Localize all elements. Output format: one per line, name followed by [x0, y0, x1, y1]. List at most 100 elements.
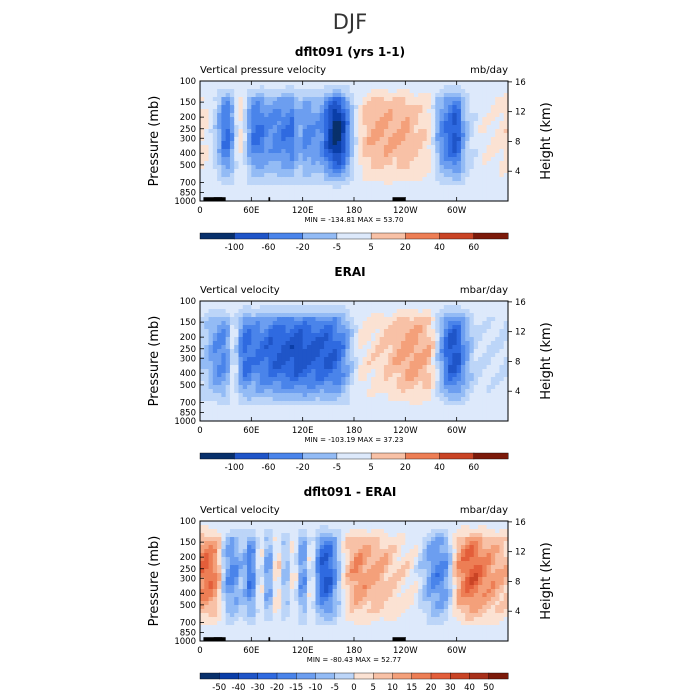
- heatmap-cell: [448, 357, 453, 362]
- heatmap-cell: [208, 149, 214, 154]
- heatmap-cell: [311, 393, 317, 398]
- heatmap-cell: [217, 357, 222, 362]
- heatmap-cell: [225, 145, 231, 150]
- heatmap-cell: [375, 161, 381, 166]
- heatmap-cell: [302, 109, 308, 114]
- heatmap-cell: [204, 345, 210, 350]
- heatmap-cell: [255, 417, 261, 422]
- heatmap-cell: [503, 333, 509, 338]
- heatmap-cell: [238, 125, 244, 130]
- heatmap-cell: [418, 365, 424, 370]
- heatmap-cell: [294, 369, 299, 374]
- heatmap-cell: [294, 409, 299, 414]
- heatmap-cell: [255, 549, 261, 554]
- heatmap-cell: [435, 373, 441, 378]
- heatmap-cell: [255, 561, 261, 566]
- heatmap-cell: [478, 305, 483, 310]
- heatmap-cell: [460, 341, 466, 346]
- heatmap-cell: [379, 361, 385, 366]
- heatmap-cell: [264, 569, 270, 574]
- heatmap-cell: [469, 369, 475, 374]
- heatmap-cell: [251, 161, 257, 166]
- heatmap-cell: [469, 125, 475, 130]
- heatmap-cell: [229, 381, 235, 386]
- heatmap-cell: [242, 193, 248, 198]
- heatmap-cell: [396, 369, 402, 374]
- heatmap-cell: [345, 133, 351, 138]
- heatmap-cell: [319, 397, 325, 402]
- heatmap-cell: [268, 549, 274, 554]
- heatmap-cell: [366, 145, 372, 150]
- heatmap-cell: [208, 329, 214, 334]
- heatmap-cell: [435, 85, 441, 90]
- heatmap-cell: [319, 301, 325, 306]
- heatmap-cell: [225, 565, 231, 570]
- heatmap-cell: [272, 413, 278, 418]
- heatmap-cell: [234, 345, 240, 350]
- heatmap-cell: [200, 637, 205, 642]
- heatmap-cell: [409, 405, 415, 410]
- heatmap-cell: [315, 333, 321, 338]
- heatmap-cell: [285, 357, 291, 362]
- heatmap-cell: [409, 305, 415, 310]
- heatmap-cell: [324, 129, 329, 134]
- heatmap-cell: [426, 197, 432, 202]
- heatmap-cell: [251, 109, 257, 114]
- heatmap-cell: [469, 145, 475, 150]
- heatmap-cell: [469, 161, 475, 166]
- heatmap-cell: [388, 161, 394, 166]
- heatmap-cell: [341, 169, 347, 174]
- heatmap-cell: [315, 117, 321, 122]
- heatmap-cell: [465, 117, 471, 122]
- heatmap-cell: [349, 389, 355, 394]
- heatmap-cell: [375, 317, 381, 322]
- heatmap-cell: [200, 177, 205, 182]
- heatmap-cell: [238, 85, 244, 90]
- heatmap-cell: [332, 185, 338, 190]
- heatmap-cell: [259, 525, 265, 530]
- heatmap-cell: [242, 153, 248, 158]
- heatmap-cell: [319, 149, 325, 154]
- heatmap-cell: [396, 337, 402, 342]
- heatmap-cell: [311, 133, 317, 138]
- heatmap-cell: [452, 125, 458, 130]
- heatmap-cell: [469, 85, 475, 90]
- heatmap-cell: [401, 153, 406, 158]
- heatmap-cell: [229, 537, 235, 542]
- heatmap-cell: [247, 169, 252, 174]
- heatmap-cell: [375, 93, 381, 98]
- heatmap-cell: [388, 365, 394, 370]
- heatmap-cell: [336, 105, 342, 110]
- heatmap-cell: [272, 141, 278, 146]
- heatmap-cell: [234, 389, 240, 394]
- heatmap-cell: [495, 413, 501, 418]
- heatmap-cell: [422, 405, 428, 410]
- heatmap-cell: [242, 341, 248, 346]
- heatmap-cell: [482, 389, 488, 394]
- heatmap-cell: [354, 401, 359, 406]
- heatmap-cell: [366, 329, 372, 334]
- heatmap-cell: [221, 593, 227, 598]
- heatmap-cell: [418, 129, 424, 134]
- heatmap-cell: [345, 337, 351, 342]
- heatmap-cell: [225, 373, 231, 378]
- heatmap-cell: [247, 553, 252, 558]
- heatmap-cell: [242, 393, 248, 398]
- heatmap-cell: [366, 141, 372, 146]
- heatmap-cell: [259, 177, 265, 182]
- heatmap-cell: [452, 317, 458, 322]
- heatmap-cell: [456, 305, 462, 310]
- heatmap-cell: [200, 521, 205, 526]
- heatmap-cell: [422, 413, 428, 418]
- heatmap-cell: [212, 173, 218, 178]
- heatmap-cell: [473, 181, 479, 186]
- heatmap-cell: [221, 545, 227, 550]
- heatmap-cell: [456, 345, 462, 350]
- heatmap-cell: [473, 417, 479, 422]
- heatmap-cell: [225, 345, 231, 350]
- heatmap-cell: [379, 397, 385, 402]
- heatmap-cell: [482, 113, 488, 118]
- heatmap-cell: [217, 165, 222, 170]
- heatmap-cell: [401, 381, 406, 386]
- heatmap-cell: [221, 337, 227, 342]
